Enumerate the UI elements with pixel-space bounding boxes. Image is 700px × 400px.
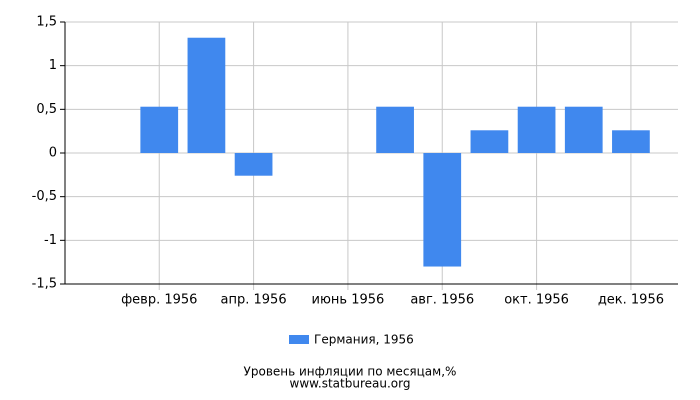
bar bbox=[517, 106, 556, 153]
y-tick-label: -1 bbox=[44, 233, 57, 248]
caption: Уровень инфляции по месяцам,% bbox=[244, 365, 457, 379]
y-tick-label: 1 bbox=[49, 58, 57, 73]
x-tick-label: июнь 1956 bbox=[312, 293, 385, 308]
x-tick-label: апр. 1956 bbox=[221, 293, 287, 308]
bar bbox=[423, 153, 462, 267]
x-tick-label: дек. 1956 bbox=[598, 293, 664, 308]
y-tick-label: -1,5 bbox=[32, 277, 57, 292]
bar bbox=[470, 130, 509, 153]
bar bbox=[140, 106, 179, 153]
bar bbox=[376, 106, 414, 153]
legend-swatch bbox=[289, 335, 309, 344]
y-tick-label: 1,5 bbox=[36, 15, 57, 30]
bar bbox=[612, 130, 650, 153]
x-tick-label: окт. 1956 bbox=[504, 293, 569, 308]
x-tick-label: февр. 1956 bbox=[121, 293, 197, 308]
x-tick-label: авг. 1956 bbox=[410, 293, 474, 308]
y-tick-label: 0 bbox=[49, 146, 57, 161]
bar bbox=[187, 37, 226, 153]
bar bbox=[564, 106, 603, 153]
y-tick-label: 0,5 bbox=[36, 102, 57, 117]
bar bbox=[234, 153, 273, 176]
y-tick-label: -0,5 bbox=[32, 189, 57, 204]
source: www.statbureau.org bbox=[290, 377, 411, 391]
legend-label: Германия, 1956 bbox=[314, 333, 414, 347]
